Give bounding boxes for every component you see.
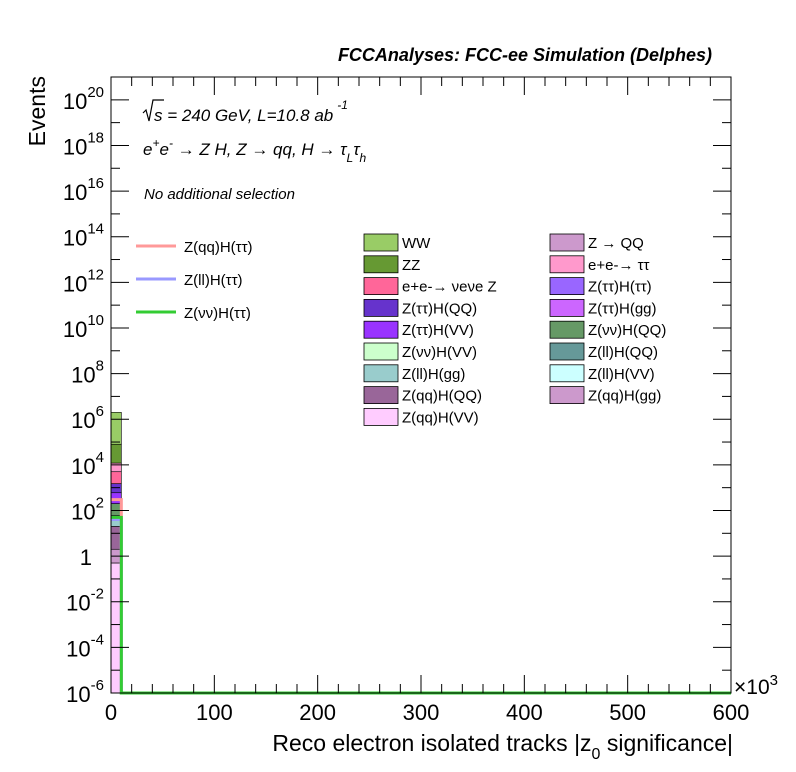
signal-line-2 [111, 515, 731, 695]
bg-legend-swatch [549, 255, 585, 274]
stack-segment-4 [110, 503, 122, 516]
y-tick-label: 1010 [63, 312, 104, 342]
stack-segment-9 [110, 443, 122, 464]
x-tick-label: 400 [506, 700, 543, 725]
bg-legend-swatch [363, 233, 399, 252]
bg-legend-swatch [549, 233, 585, 252]
bg-legend-label: e+e-→ νeνe Z [402, 279, 497, 296]
bg-legend-label: ZZ [402, 257, 420, 274]
bg-legend-label: Z(νν)H(QQ) [588, 322, 666, 339]
y-tick-label: 1018 [63, 129, 104, 159]
bg-legend-swatch [549, 342, 585, 361]
stack-segment-8 [110, 462, 122, 473]
bg-legend-label: Z(qq)H(QQ) [402, 388, 482, 405]
bg-legend-swatch [549, 298, 585, 317]
bg-legend-label: Z(ll)H(gg) [402, 366, 465, 383]
bg-legend-swatch [363, 298, 399, 317]
x-tick-label: 500 [609, 700, 646, 725]
y-tick-label: 10-4 [66, 631, 104, 661]
y-tick-label: 106 [71, 403, 104, 433]
bg-legend-swatch [363, 407, 399, 426]
x-tick-label: 0 [105, 700, 117, 725]
axis-ticks [110, 76, 732, 694]
bg-legend-label: Z(ττ)H(VV) [402, 322, 474, 339]
y-tick-label: 1016 [63, 175, 104, 205]
background-legend: WW Z → QQ ZZ e+e-→ ττ e+e-→ νeνe Z Z(ττ)H(ττ)… [363, 233, 666, 426]
bg-legend-swatch [363, 277, 399, 296]
bg-legend-label: e+e-→ ττ [588, 257, 650, 274]
bg-legend-swatch [363, 320, 399, 339]
signal-line-0 [111, 498, 731, 695]
bg-legend-label: WW [402, 235, 431, 252]
y-tick-label: 102 [71, 494, 104, 524]
x-tick-label: 200 [299, 700, 336, 725]
y-tick-label: 1020 [63, 84, 104, 114]
x-axis-multiplier: ×103 [734, 672, 778, 699]
bg-legend-swatch [363, 364, 399, 383]
bg-legend-swatch [363, 255, 399, 274]
stack-segment-10 [110, 412, 122, 445]
bg-legend-swatch [549, 386, 585, 405]
bg-legend-label: Z(qq)H(gg) [588, 388, 661, 405]
y-tick-label: 10-2 [66, 586, 104, 616]
bg-legend-label: Z(νν)H(VV) [402, 344, 477, 361]
annotation-energy: s = 240 GeV, L=10.8 ab-1 [142, 98, 348, 125]
plot-frame [110, 76, 732, 694]
chart-title: FCCAnalyses: FCC-ee Simulation (Delphes) [338, 45, 712, 65]
stack-segment-0 [110, 562, 122, 694]
stack-segment-2 [110, 526, 122, 550]
y-tick-label: 1012 [63, 266, 104, 296]
y-tick-labels: 1020 1018 1016 1014 1012 1010 108 106 104 102 1 10-… [63, 84, 104, 707]
bg-legend-label: Z(ll)H(QQ) [588, 344, 658, 361]
x-tick-label: 600 [713, 700, 750, 725]
signal-legend: Z(qq)H(ττ) Z(ll)H(ττ) Z(νν)H(ττ) [136, 239, 253, 322]
bg-legend-swatch [549, 320, 585, 339]
y-tick-label: 104 [71, 449, 104, 479]
svg-text:s = 240 GeV, L=10.8 ab-1: s = 240 GeV, L=10.8 ab-1 [154, 98, 348, 125]
x-axis-label: Reco electron isolated tracks |z0 signif… [272, 730, 733, 763]
signal-line-1 [111, 518, 731, 695]
bg-legend-label: Z(ττ)H(QQ) [402, 300, 477, 317]
signal-legend-label: Z(qq)H(ττ) [184, 239, 253, 256]
x-tick-labels: 0 100 200 300 400 500 600 [105, 700, 749, 725]
sqrt-symbol [142, 99, 164, 122]
stack-segment-6 [110, 483, 122, 494]
signal-legend-label: Z(νν)H(ττ) [184, 305, 251, 322]
signal-legend-label: Z(ll)H(ττ) [184, 272, 243, 289]
y-tick-label: 108 [71, 358, 104, 388]
bg-legend-swatch [363, 342, 399, 361]
x-tick-label: 100 [196, 700, 233, 725]
bg-legend-swatch [363, 386, 399, 405]
bg-legend-swatch [549, 364, 585, 383]
stack-segment-7 [110, 471, 122, 484]
bg-legend-label: Z(ττ)H(gg) [588, 300, 657, 317]
annotation-process: e+e- → Z H, Z → qq, H → τLτh [143, 136, 367, 165]
bg-legend-label: Z(ττ)H(ττ) [588, 279, 652, 296]
bg-legend-label: Z → QQ [588, 235, 644, 252]
bg-legend-label: Z(qq)H(VV) [402, 409, 479, 426]
annotation-selection: No additional selection [144, 186, 295, 203]
y-tick-label: 1 [80, 545, 92, 570]
y-tick-label: 1014 [63, 221, 104, 251]
x-tick-label: 300 [403, 700, 440, 725]
y-axis-label: Events [24, 76, 50, 146]
bg-legend-swatch [549, 277, 585, 296]
bg-legend-label: Z(ll)H(VV) [588, 366, 655, 383]
y-tick-label: 10-6 [66, 677, 104, 707]
histogram-bars [110, 412, 731, 695]
